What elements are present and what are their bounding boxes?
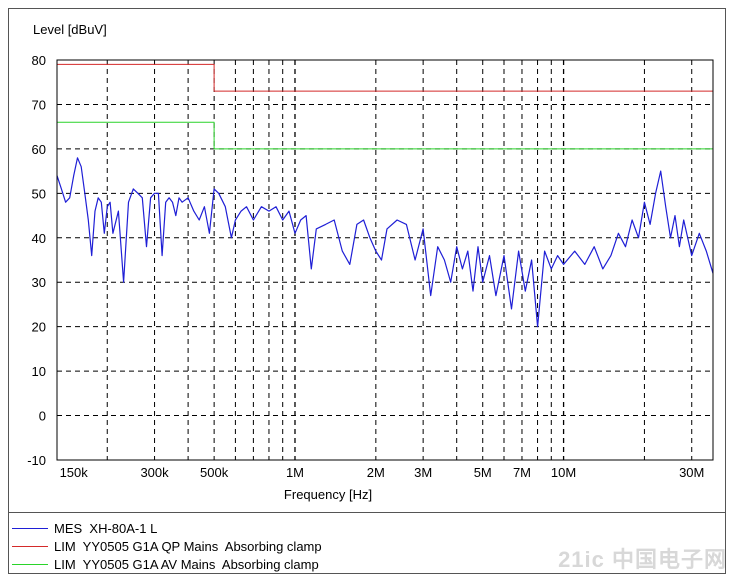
- chart-frame: [8, 8, 726, 574]
- y-tick-label-0: 80: [32, 53, 46, 68]
- watermark: 21ic 中国电子网: [558, 547, 727, 572]
- legend-label-av: LIM YY0505 G1A AV Mains Absorbing clamp: [54, 556, 319, 572]
- grid-lines: [57, 60, 713, 460]
- x-tick-label-7: 7M: [513, 465, 531, 480]
- x-tick-label-6: 5M: [474, 465, 492, 480]
- series-line-1: [57, 63, 713, 92]
- x-tick-label-4: 2M: [367, 465, 385, 480]
- x-tick-label-0: 150k: [60, 465, 89, 480]
- x-axis-label: Frequency [Hz]: [284, 487, 372, 502]
- legend-swatch-mes: [12, 527, 48, 529]
- legend-swatch-av: [12, 563, 48, 565]
- limit-lines: [57, 63, 713, 150]
- legend-item-av-limit: LIM YY0505 G1A AV Mains Absorbing clamp: [12, 556, 319, 572]
- measurement-traces: [56, 157, 714, 328]
- legend-label-mes: MES XH-80A-1 L: [54, 520, 158, 536]
- series-line-2: [57, 121, 713, 150]
- x-tick-label-3: 1M: [286, 465, 304, 480]
- y-axis-label: Level [dBuV]: [33, 22, 107, 37]
- y-tick-label-2: 60: [32, 142, 46, 157]
- legend-label-qp: LIM YY0505 G1A QP Mains Absorbing clamp: [54, 538, 322, 554]
- series-line-0: [56, 157, 714, 328]
- y-tick-label-4: 40: [32, 231, 46, 246]
- x-tick-labels: 150k 300k 500k 1M 2M 3M 5M 7M 10M 30M: [60, 465, 705, 480]
- y-tick-label-8: 0: [39, 409, 46, 424]
- legend-swatch-qp: [12, 545, 48, 547]
- x-tick-label-9: 30M: [679, 465, 704, 480]
- y-tick-label-3: 50: [32, 186, 46, 201]
- x-tick-label-2: 500k: [200, 465, 229, 480]
- x-tick-label-1: 300k: [140, 465, 169, 480]
- legend-item-mes: MES XH-80A-1 L: [12, 520, 157, 536]
- plot-border: [56, 59, 714, 461]
- legend-separator: [9, 512, 725, 513]
- legend-item-qp-limit: LIM YY0505 G1A QP Mains Absorbing clamp: [12, 538, 322, 554]
- y-tick-label-1: 70: [32, 97, 46, 112]
- y-tick-label-6: 20: [32, 320, 46, 335]
- y-tick-label-5: 30: [32, 275, 46, 290]
- y-tick-label-7: 10: [32, 364, 46, 379]
- y-tick-labels: 80 70 60 50 40 30 20 10 0 -10: [27, 53, 46, 468]
- x-tick-label-8: 10M: [551, 465, 576, 480]
- x-tick-label-5: 3M: [414, 465, 432, 480]
- y-tick-label-9: -10: [27, 453, 46, 468]
